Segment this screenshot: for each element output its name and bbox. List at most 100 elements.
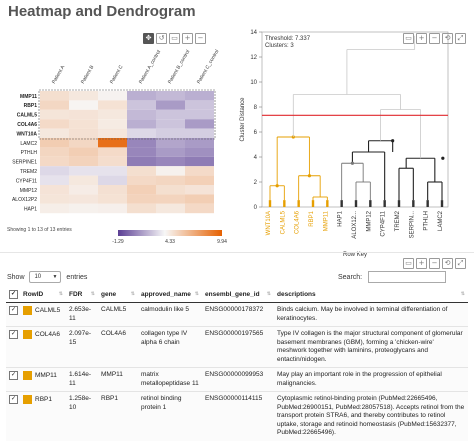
heatmap-cell[interactable]	[127, 100, 156, 110]
heatmap-cell[interactable]	[69, 128, 98, 138]
row-checkbox[interactable]: ✓	[9, 371, 18, 380]
table-fullscreen-button[interactable]: ⤢	[455, 258, 466, 269]
heatmap-cell[interactable]	[69, 91, 98, 101]
leaf-marker[interactable]	[268, 200, 272, 207]
heatmap-cell[interactable]	[98, 185, 127, 195]
search-input[interactable]	[368, 271, 447, 283]
heatmap-cell[interactable]	[127, 109, 156, 120]
heatmap-cell[interactable]	[69, 119, 98, 129]
heatmap-cell[interactable]	[127, 128, 156, 138]
heatmap-cell[interactable]	[156, 109, 185, 120]
dendrogram-node[interactable]	[307, 174, 312, 178]
heatmap-cell[interactable]	[185, 185, 214, 195]
heatmap-cell[interactable]	[98, 100, 127, 110]
heatmap-cell[interactable]	[40, 100, 69, 110]
heatmap-cell[interactable]	[69, 194, 98, 204]
heatmap-cell[interactable]	[98, 128, 127, 138]
heatmap-cell[interactable]	[156, 128, 185, 138]
dendrogram-node[interactable]	[275, 184, 279, 188]
heatmap-cell[interactable]	[69, 109, 98, 120]
heatmap-cell[interactable]	[156, 166, 185, 176]
heatmap-cell[interactable]	[98, 175, 127, 185]
heatmap-cell[interactable]	[40, 147, 69, 157]
heatmap-cell[interactable]	[185, 147, 214, 157]
heatmap-cell[interactable]	[127, 119, 156, 129]
heatmap-cell[interactable]	[156, 91, 185, 101]
heatmap-cell[interactable]	[156, 175, 185, 185]
heatmap-cell[interactable]	[69, 100, 98, 110]
heatmap-cell[interactable]	[185, 138, 214, 148]
leaf-marker[interactable]	[440, 200, 444, 207]
heatmap-cell[interactable]	[127, 138, 156, 148]
heatmap-cell[interactable]	[69, 203, 98, 214]
dendro-fullscreen-button[interactable]: ⤢	[455, 33, 466, 44]
column-header-rowid[interactable]: RowID ⇅	[20, 287, 66, 303]
column-header-gene[interactable]: gene ⇅	[98, 287, 138, 303]
leaf-marker[interactable]	[412, 200, 415, 207]
leaf-marker[interactable]	[340, 200, 343, 207]
dendrogram-node[interactable]	[350, 161, 355, 165]
heatmap-cell[interactable]	[127, 175, 156, 185]
heatmap-cell[interactable]	[127, 203, 156, 214]
heatmap-cell[interactable]	[40, 128, 69, 138]
table-row[interactable]: ✓ CALML5 2.653e-11 CALML5 calmodulin lik…	[6, 302, 468, 327]
heatmap-cell[interactable]	[185, 128, 214, 138]
table-reset-button[interactable]: ⟲	[442, 258, 453, 269]
heatmap-cell[interactable]	[69, 147, 98, 157]
heatmap-cell[interactable]	[127, 147, 156, 157]
heatmap-cell[interactable]	[40, 91, 69, 101]
zoom-out-button[interactable]: −	[195, 33, 206, 44]
heatmap-cell[interactable]	[98, 91, 127, 101]
heatmap-cell[interactable]	[185, 119, 214, 129]
heatmap-cell[interactable]	[156, 119, 185, 129]
heatmap-cell[interactable]	[185, 194, 214, 204]
dendro-zoom-in-button[interactable]: +	[416, 33, 427, 44]
heatmap-cell[interactable]	[40, 138, 69, 148]
table-zoom-out-button[interactable]: −	[429, 258, 440, 269]
heatmap-cell[interactable]	[40, 194, 69, 204]
dendrogram-node[interactable]	[441, 156, 445, 160]
heatmap-cell[interactable]	[185, 100, 214, 110]
dendro-zoom-out-button[interactable]: −	[429, 33, 440, 44]
heatmap-cell[interactable]	[69, 185, 98, 195]
column-header-descriptions[interactable]: descriptions ⇅	[274, 287, 468, 303]
heatmap-cell[interactable]	[69, 166, 98, 176]
heatmap-cell[interactable]	[156, 203, 185, 214]
column-header-approved-name[interactable]: approved_name ⇅	[138, 287, 202, 303]
leaf-marker[interactable]	[383, 200, 386, 207]
move-tool-button[interactable]: ✥	[143, 33, 154, 44]
heatmap-cell[interactable]	[98, 166, 127, 176]
heatmap-cell[interactable]	[98, 147, 127, 157]
heatmap-cell[interactable]	[127, 156, 156, 167]
heatmap-cell[interactable]	[156, 156, 185, 167]
heatmap-cell[interactable]	[185, 91, 214, 101]
leaf-marker[interactable]	[283, 200, 286, 207]
heatmap-cell[interactable]	[185, 166, 214, 176]
table-row[interactable]: ✓ COL4A6 2.097e-15 COL4A6 collagen type …	[6, 326, 468, 368]
heatmap-cell[interactable]	[156, 185, 185, 195]
heatmap-cell[interactable]	[156, 100, 185, 110]
zoom-in-button[interactable]: +	[182, 33, 193, 44]
zoom-box-button[interactable]: ▭	[169, 33, 180, 44]
table-zoom-in-button[interactable]: +	[416, 258, 427, 269]
dendro-zoom-box-button[interactable]: ▭	[403, 33, 414, 44]
heatmap-cell[interactable]	[69, 175, 98, 185]
leaf-marker[interactable]	[426, 200, 429, 207]
heatmap-cell[interactable]	[40, 156, 69, 167]
dendro-reset-button[interactable]: ⟲	[442, 33, 453, 44]
dendrogram-node[interactable]	[391, 139, 395, 143]
heatmap-cell[interactable]	[185, 203, 214, 214]
heatmap-cell[interactable]	[69, 156, 98, 167]
row-checkbox[interactable]: ✓	[9, 306, 18, 315]
reset-view-button[interactable]: ↺	[156, 33, 167, 44]
leaf-marker[interactable]	[369, 200, 372, 207]
heatmap-cell[interactable]	[40, 119, 69, 129]
column-header-ensembl-gene-id[interactable]: ensembl_gene_id ⇅	[202, 287, 274, 303]
select-all-header[interactable]: ✓	[6, 287, 20, 303]
heatmap-cell[interactable]	[156, 147, 185, 157]
heatmap-cell[interactable]	[127, 194, 156, 204]
heatmap-cell[interactable]	[185, 175, 214, 185]
heatmap-cell[interactable]	[98, 109, 127, 120]
heatmap-cell[interactable]	[40, 175, 69, 185]
table-row[interactable]: ✓ MMP11 1.614e-11 MMP11 matrix metallope…	[6, 367, 468, 392]
